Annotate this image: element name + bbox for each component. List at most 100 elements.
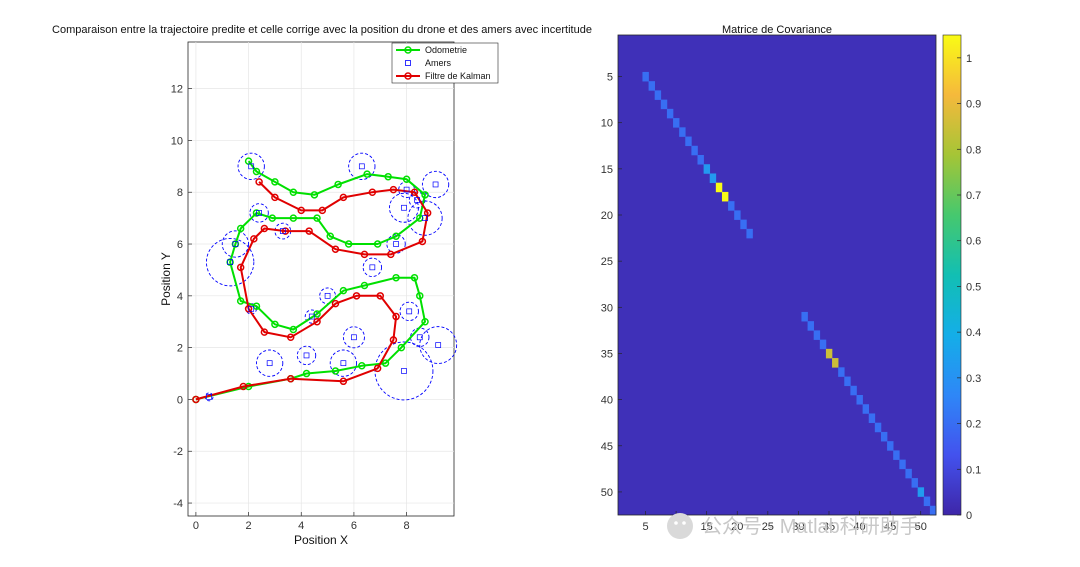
odometry-point: [302, 369, 311, 378]
landmark-marker: [266, 360, 273, 367]
y-tick-label: -4: [173, 498, 183, 510]
odometry-point: [313, 214, 321, 222]
plot1-axes-box: [187, 41, 455, 517]
heatmap-axes-box: [617, 34, 937, 516]
landmark-marker: [401, 204, 407, 211]
odometry-point: [289, 188, 298, 196]
odometry-point: [271, 178, 279, 186]
kalman-point: [331, 245, 340, 253]
heatmap-cell: [666, 108, 674, 119]
heatmap-cell: [862, 404, 870, 414]
heatmap-cell: [856, 395, 863, 405]
heatmap-cell: [648, 81, 655, 91]
landmark-uncertainty-circle: [256, 349, 284, 377]
heatmap-cell: [654, 90, 662, 100]
odometry-point: [236, 297, 245, 305]
landmark-marker: [340, 360, 347, 367]
trajectory-plot: Comparaison entre la trajectoire predite…: [52, 24, 592, 547]
kalman-point: [389, 185, 398, 194]
kalman-point: [192, 395, 200, 404]
kalman-point: [376, 292, 385, 300]
heatmap-x-tick-label: 20: [731, 521, 743, 533]
heatmap-y-tick-label: 50: [601, 487, 613, 499]
heatmap-y-tick-label: 5: [607, 72, 613, 84]
heatmap-cell: [899, 459, 906, 470]
odometry-point: [392, 232, 400, 241]
odometry-point: [310, 191, 319, 199]
odometry-point: [226, 258, 234, 266]
heatmap-cell: [850, 385, 857, 396]
kalman-point: [250, 235, 258, 243]
heatmap-cell: [929, 505, 937, 516]
legend-kalman-label: Filtre de Kalman: [425, 71, 491, 81]
heatmap-cell: [880, 431, 888, 442]
heatmap-cell: [703, 164, 711, 174]
kalman-point: [389, 336, 398, 344]
heatmap-cell: [893, 450, 900, 460]
y-tick-label: -2: [173, 446, 183, 458]
kalman-point: [260, 224, 269, 233]
odometry-point: [392, 273, 400, 282]
colorbar-tick-label: 0.7: [966, 190, 981, 202]
landmark-marker: [393, 241, 399, 247]
heatmap-cell: [673, 118, 680, 128]
heatmap-cell: [801, 311, 808, 322]
odometry-point: [384, 172, 392, 181]
colorbar-tick-label: 0.8: [966, 144, 981, 156]
odometry-point: [360, 281, 369, 290]
colorbar-tick-label: 0.1: [966, 464, 981, 476]
kalman-point: [239, 382, 248, 391]
heatmap-cell: [721, 191, 729, 202]
heatmap-y-tick-label: 25: [601, 256, 613, 268]
heatmap-x-tick-label: 25: [762, 521, 774, 533]
heatmap-y-tick-label: 30: [601, 302, 613, 314]
heatmap-x-tick-label: 50: [915, 521, 927, 533]
heatmap-y-tick-label: 35: [601, 348, 613, 360]
odometry-point: [402, 175, 411, 184]
landmark-marker: [279, 228, 286, 234]
odometry-point: [373, 240, 382, 248]
odometry-point: [358, 362, 366, 370]
kalman-point: [360, 250, 369, 259]
legend-landmark-marker-swatch: [405, 60, 411, 66]
heatmap-cell: [868, 413, 876, 423]
landmark-marker: [403, 186, 410, 193]
landmark-uncertainty-circle: [421, 170, 450, 199]
covariance-heatmap: Matrice de Covariance 510152025303540455…: [601, 24, 982, 533]
landmark-uncertainty-circle: [348, 152, 376, 180]
heatmap-cell: [813, 330, 821, 340]
heatmap-x-tick-label: 5: [642, 521, 648, 533]
heatmap-cell: [660, 99, 668, 110]
y-tick-label: 8: [177, 187, 183, 199]
odometry-point: [421, 317, 429, 326]
heatmap-y-tick-label: 45: [601, 441, 613, 453]
heatmap-cell: [917, 487, 925, 497]
x-tick-label: 2: [246, 520, 252, 532]
landmark-marker: [414, 197, 420, 203]
x-tick-label: 6: [351, 520, 357, 532]
odometry-point: [236, 224, 245, 233]
landmark-marker: [416, 334, 423, 341]
kalman-point: [392, 312, 400, 321]
heatmap-cell: [709, 173, 717, 183]
legend-odometry-label: Odometrie: [425, 45, 467, 55]
heatmap-cell: [697, 155, 704, 165]
heatmap-cell: [923, 496, 931, 507]
kalman-point: [305, 227, 313, 235]
heatmap-x-tick-label: 15: [701, 521, 713, 533]
odometry-point: [326, 232, 334, 241]
plot1-grid: [188, 42, 454, 516]
plot1-ticks: 0 2 4 6 8 -4 -2 0 2 4 6 8 10 12: [171, 84, 410, 532]
colorbar-tick-label: 0.9: [966, 99, 981, 111]
kalman-point: [410, 188, 419, 196]
odometry-point: [252, 209, 261, 217]
odometry-point: [397, 343, 406, 352]
heatmap-cell: [838, 367, 845, 377]
colorbar-tick-label: 0.6: [966, 236, 981, 248]
heatmap-cell: [832, 358, 839, 368]
landmark-uncertainty-circle: [386, 234, 406, 254]
heatmap-x-tick-label: 30: [792, 521, 804, 533]
wechat-logo-eye-right-icon: [682, 521, 686, 525]
heatmap-cell: [740, 219, 747, 230]
heatmap-cell: [642, 71, 649, 82]
